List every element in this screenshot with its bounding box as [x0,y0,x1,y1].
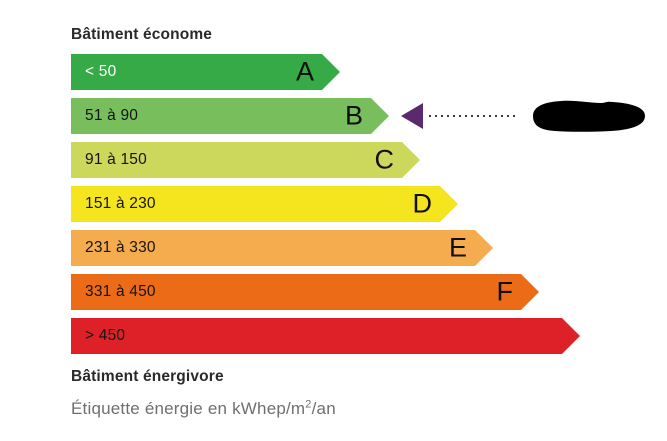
energy-band-fill-c [71,142,420,178]
caption-unit-exponent: 2 [305,398,312,411]
energy-class-scale: < 50 A 51 à 90 B 91 à 150 C 151 à 230 D 231 à 33… [71,54,645,358]
energy-band-f: 331 à 450 F [71,274,539,310]
marker-leader-line [429,115,515,117]
energy-band-a: < 50 A [71,54,340,90]
energy-band-letter-c: C [374,144,395,175]
energy-band-range-e: 231 à 330 [85,239,156,256]
energy-band-c: 91 à 150 C [71,142,420,178]
marker-arrow-icon [401,103,423,129]
energy-band-letter-d: D [412,188,433,219]
energy-band-d: 151 à 230 D [71,186,458,222]
energy-band-b: 51 à 90 B [71,98,389,134]
energy-band-range-c: 91 à 150 [85,151,147,168]
caption-building-efficient: Bâtiment économe [71,26,213,43]
redacted-value-blob [519,99,647,133]
energy-band-letter-b: B [344,100,363,131]
energy-band-range-a: < 50 [85,63,117,80]
energy-band-range-f: 331 à 450 [85,283,156,300]
energy-band-fill-d [71,186,458,222]
energy-band-fill-b [71,98,389,134]
energy-band-fill-e [71,230,493,266]
energy-band-fill-f [71,274,539,310]
class-marker [401,98,647,134]
energy-band-range-g: > 450 [85,327,126,344]
caption-building-energy-hungry: Bâtiment énergivore [71,368,224,385]
energy-band-letter-f: F [496,276,514,307]
caption-energy-unit: Étiquette énergie en kWhep/m2/an [71,399,336,419]
caption-unit-suffix: /an [311,399,336,418]
energy-band-fill-g [71,318,580,354]
energy-band-e: 231 à 330 E [71,230,493,266]
energy-band-fill-a [71,54,340,90]
energy-band-g: > 450 [71,318,580,354]
energy-band-range-d: 151 à 230 [85,195,156,212]
energy-band-letter-a: A [295,56,314,87]
energy-band-letter-e: E [448,232,467,263]
caption-unit-prefix: Étiquette énergie en kWhep/m [71,399,306,418]
energy-band-range-b: 51 à 90 [85,107,139,124]
